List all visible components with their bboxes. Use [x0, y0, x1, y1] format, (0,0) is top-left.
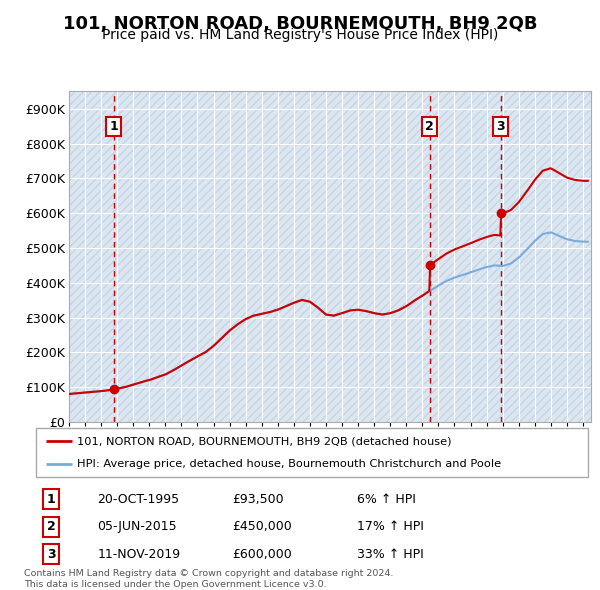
- Text: 2: 2: [47, 520, 55, 533]
- Text: 3: 3: [47, 548, 55, 560]
- Text: £93,500: £93,500: [233, 493, 284, 506]
- Text: 05-JUN-2015: 05-JUN-2015: [97, 520, 177, 533]
- Text: 17% ↑ HPI: 17% ↑ HPI: [357, 520, 424, 533]
- Text: 20-OCT-1995: 20-OCT-1995: [97, 493, 179, 506]
- Text: 33% ↑ HPI: 33% ↑ HPI: [357, 548, 424, 560]
- Text: 1: 1: [47, 493, 55, 506]
- Text: £600,000: £600,000: [233, 548, 292, 560]
- Text: 101, NORTON ROAD, BOURNEMOUTH, BH9 2QB (detached house): 101, NORTON ROAD, BOURNEMOUTH, BH9 2QB (…: [77, 437, 452, 447]
- Text: £450,000: £450,000: [233, 520, 292, 533]
- Text: Price paid vs. HM Land Registry's House Price Index (HPI): Price paid vs. HM Land Registry's House …: [102, 28, 498, 42]
- Text: 11-NOV-2019: 11-NOV-2019: [97, 548, 181, 560]
- Text: HPI: Average price, detached house, Bournemouth Christchurch and Poole: HPI: Average price, detached house, Bour…: [77, 458, 502, 468]
- Text: 2: 2: [425, 120, 434, 133]
- Text: 1: 1: [109, 120, 118, 133]
- Text: Contains HM Land Registry data © Crown copyright and database right 2024.
This d: Contains HM Land Registry data © Crown c…: [24, 569, 394, 589]
- Text: 3: 3: [496, 120, 505, 133]
- Text: 6% ↑ HPI: 6% ↑ HPI: [357, 493, 416, 506]
- Text: 101, NORTON ROAD, BOURNEMOUTH, BH9 2QB: 101, NORTON ROAD, BOURNEMOUTH, BH9 2QB: [63, 15, 537, 33]
